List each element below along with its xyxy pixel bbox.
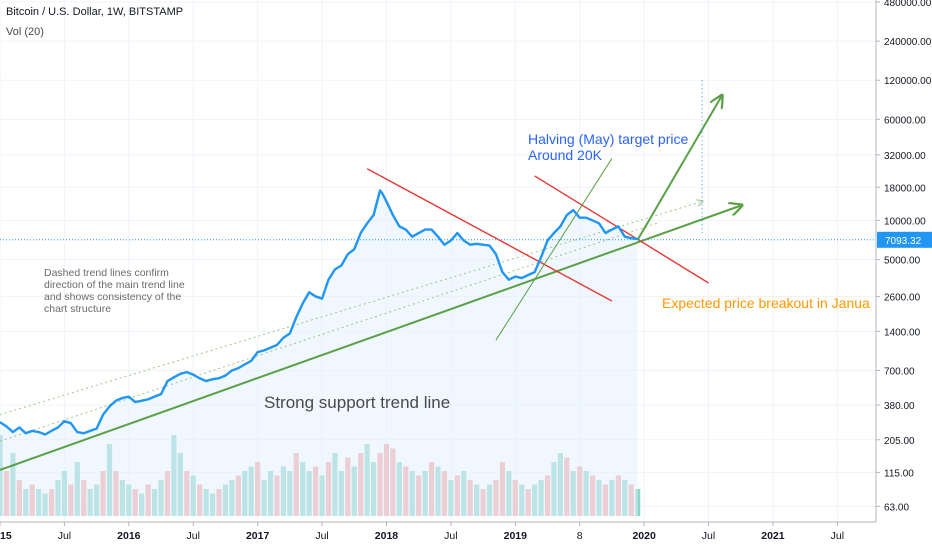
last-price-tag-label: 7093.32: [885, 236, 922, 247]
price-tick-label: 32000.00: [884, 151, 926, 162]
symbol-title: Bitcoin / U.S. Dollar, 1W, BITSTAMP: [6, 6, 184, 18]
support-trend-line: [0, 206, 741, 471]
halving-thin-line: [495, 158, 613, 341]
dashed-lines-note: direction of the main trend line: [44, 279, 185, 291]
dashed-trend-line-upper: [0, 201, 702, 416]
time-tick-label: 2018: [375, 530, 399, 542]
resistance-trend-line-2018: [366, 168, 613, 302]
price-tick-label: 115.00: [884, 468, 914, 479]
halving-target-text: Around 20K: [528, 147, 603, 163]
price-tick-label: 2600.00: [884, 292, 921, 303]
price-tick-label: 120000.00: [884, 76, 932, 87]
halving-projection-line: [636, 96, 722, 241]
time-tick-label: 2016: [117, 530, 141, 542]
dashed-lines-note: and shows consistency of the: [44, 291, 181, 303]
time-tick-label: Jul: [58, 530, 71, 542]
price-tick-label: 18000.00: [884, 183, 926, 194]
dashed-lines-note: chart structure: [44, 303, 111, 315]
price-axis-background: [876, 0, 932, 550]
time-axis: 2015 Jul 2016 Jul 2017 Jul 2018 Jul 2019 8 2020 Jul…: [0, 521, 932, 550]
time-tick-label: 2019: [504, 530, 528, 542]
price-line: [0, 189, 638, 436]
volume-indicator-label: Vol (20): [6, 26, 44, 38]
breakout-text: Expected price breakout in Janua: [662, 295, 870, 311]
time-tick-label: 2017: [246, 530, 270, 542]
time-tick-label: 2015: [0, 530, 12, 542]
price-axis: 480000.00 240000.00 120000.00 60000.00 32000…: [875, 0, 932, 550]
price-tick-label: 700.00: [884, 366, 915, 377]
volume-bar: [635, 489, 641, 516]
price-tick-label: 60000.00: [884, 115, 926, 126]
time-tick-label: Jul: [444, 530, 457, 542]
time-tick-label: Jul: [187, 530, 200, 542]
price-tick-label: 1400.00: [884, 327, 921, 338]
price-tick-label: 10000.00: [884, 216, 926, 227]
price-tick-label: 63.00: [884, 502, 909, 513]
time-tick-label: 2021: [761, 530, 785, 542]
time-tick-label: Jul: [702, 530, 715, 542]
price-tick-label: 205.00: [884, 436, 915, 447]
dashed-lines-note: Dashed trend lines confirm: [44, 267, 169, 279]
halving-target-text: Halving (May) target price: [528, 131, 688, 147]
price-tick-label: 5000.00: [884, 256, 921, 267]
price-tick-label: 380.00: [884, 401, 915, 412]
price-tick-label: 240000.00: [884, 37, 932, 48]
time-tick-label: Jul: [315, 530, 328, 542]
price-area-fill: [0, 190, 638, 516]
trend-lines: [0, 96, 741, 471]
last-price-tag: [877, 231, 932, 248]
price-tick-label: 480000.00: [884, 0, 932, 9]
time-axis-background: [0, 522, 932, 550]
support-line-label: Strong support trend line: [264, 393, 450, 412]
time-tick-label: 2020: [632, 530, 656, 542]
time-tick-label: 8: [577, 530, 583, 542]
time-tick-label: Jul: [831, 530, 844, 542]
